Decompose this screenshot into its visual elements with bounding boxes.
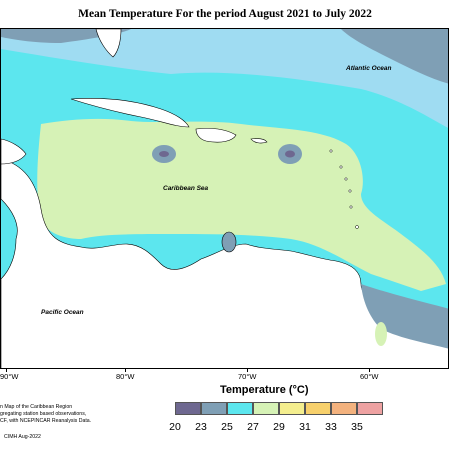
legend-swatch <box>331 402 357 415</box>
footer-credit: CIMH Aug-2022 <box>4 434 41 440</box>
footer-line-2: gregating station based observations, <box>0 411 87 417</box>
longitude-label-90w: 90°W <box>0 372 19 381</box>
longitude-tick-70w <box>247 369 248 372</box>
longitude-label-60w: 60°W <box>360 372 379 381</box>
caribbean-sea-label: Caribbean Sea <box>163 185 209 192</box>
footer-line-1: n Map of the Caribbean Region <box>0 404 73 410</box>
footer-line-3: CF, with NCEPINCAR Reanalysis Data. <box>0 418 92 424</box>
temperature-map: Atlantic Ocean Caribbean Sea Pacific Oce… <box>0 28 449 369</box>
legend-swatch <box>305 402 331 415</box>
legend-swatch <box>227 402 253 415</box>
legend-swatch <box>279 402 305 415</box>
longitude-tick-80w <box>125 369 126 372</box>
atlantic-ocean-label: Atlantic Ocean <box>346 65 392 72</box>
legend-swatch <box>175 402 201 415</box>
longitude-tick-90w <box>6 369 7 372</box>
map-title: Mean Temperature For the period August 2… <box>78 8 372 20</box>
legend-value-label: 25 <box>221 421 233 433</box>
legend-value-label: 27 <box>247 421 259 433</box>
pacific-ocean-label: Pacific Ocean <box>41 309 84 316</box>
longitude-tick-60w <box>369 369 370 372</box>
legend-value-label: 35 <box>351 421 363 433</box>
legend-title: Temperature (°C) <box>220 384 309 396</box>
legend-value-label: 23 <box>195 421 207 433</box>
longitude-label-70w: 70°W <box>238 372 257 381</box>
legend-value-label: 20 <box>169 421 181 433</box>
legend-value-label: 29 <box>273 421 285 433</box>
longitude-label-80w: 80°W <box>116 372 135 381</box>
legend-swatch <box>201 402 227 415</box>
legend-swatch <box>357 402 383 415</box>
legend-swatch <box>253 402 279 415</box>
legend-value-label: 33 <box>325 421 337 433</box>
legend-value-label: 31 <box>299 421 311 433</box>
